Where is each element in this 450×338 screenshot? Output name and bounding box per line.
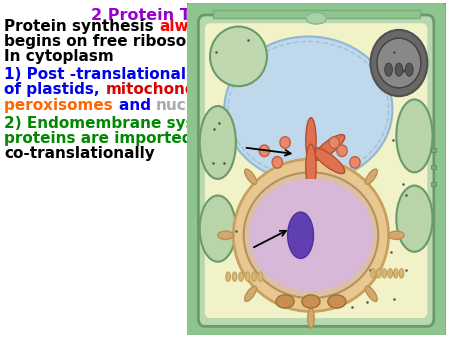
Text: proteins are imported: proteins are imported (4, 131, 193, 146)
Text: nuclei: nuclei (156, 98, 207, 113)
Ellipse shape (302, 295, 320, 308)
Ellipse shape (258, 272, 263, 281)
Ellipse shape (245, 169, 256, 184)
Ellipse shape (306, 144, 316, 191)
Ellipse shape (233, 159, 389, 311)
Text: always: always (159, 19, 218, 33)
Text: 2 Protein Targeting pathways: 2 Protein Targeting pathways (91, 8, 359, 23)
Ellipse shape (308, 143, 314, 162)
Text: Protein synthesis: Protein synthesis (4, 19, 159, 33)
Ellipse shape (396, 99, 432, 172)
Ellipse shape (280, 137, 290, 148)
Ellipse shape (395, 63, 403, 76)
Ellipse shape (308, 308, 314, 328)
Ellipse shape (388, 269, 392, 278)
Ellipse shape (306, 13, 327, 24)
Ellipse shape (399, 269, 404, 278)
Ellipse shape (252, 272, 256, 281)
Ellipse shape (276, 295, 294, 308)
Ellipse shape (393, 269, 398, 278)
Ellipse shape (365, 286, 377, 301)
Ellipse shape (272, 156, 283, 168)
Ellipse shape (313, 148, 345, 174)
Ellipse shape (337, 145, 347, 156)
Ellipse shape (200, 195, 236, 262)
Text: 1) Post -translational: proteins: 1) Post -translational: proteins (4, 67, 270, 82)
Ellipse shape (244, 172, 378, 298)
Ellipse shape (376, 269, 381, 278)
Ellipse shape (245, 286, 256, 301)
Ellipse shape (226, 272, 230, 281)
Bar (431, 148, 436, 152)
Ellipse shape (259, 145, 270, 156)
Ellipse shape (210, 27, 267, 86)
Ellipse shape (329, 137, 339, 148)
Text: and: and (118, 98, 156, 113)
Ellipse shape (370, 30, 427, 96)
Bar (212, 10, 419, 18)
Ellipse shape (224, 37, 392, 182)
Ellipse shape (288, 212, 314, 259)
Text: In cytoplasm: In cytoplasm (4, 49, 114, 64)
FancyBboxPatch shape (205, 23, 428, 318)
Text: mitochondria,: mitochondria, (105, 82, 225, 97)
Ellipse shape (232, 272, 237, 281)
Text: 2) Endomembrane system: 2) Endomembrane system (4, 116, 229, 131)
Ellipse shape (396, 186, 432, 252)
Ellipse shape (388, 231, 404, 239)
Ellipse shape (245, 272, 250, 281)
Ellipse shape (350, 156, 360, 168)
Ellipse shape (200, 106, 236, 179)
Ellipse shape (313, 135, 345, 161)
Ellipse shape (365, 169, 377, 184)
Bar (431, 182, 436, 186)
Ellipse shape (371, 269, 375, 278)
Text: of plastids,: of plastids, (4, 82, 105, 97)
FancyBboxPatch shape (198, 15, 434, 327)
Text: co-translationally: co-translationally (4, 146, 155, 161)
Ellipse shape (405, 63, 413, 76)
Ellipse shape (239, 272, 243, 281)
Ellipse shape (377, 38, 421, 88)
FancyBboxPatch shape (184, 0, 448, 338)
Bar (431, 165, 436, 169)
Ellipse shape (306, 118, 316, 164)
Ellipse shape (385, 63, 392, 76)
Text: peroxisomes: peroxisomes (4, 98, 118, 113)
Ellipse shape (249, 179, 373, 292)
Ellipse shape (328, 295, 346, 308)
Ellipse shape (218, 231, 234, 239)
Ellipse shape (382, 269, 387, 278)
Text: begins on free ribosomes: begins on free ribosomes (4, 34, 222, 49)
